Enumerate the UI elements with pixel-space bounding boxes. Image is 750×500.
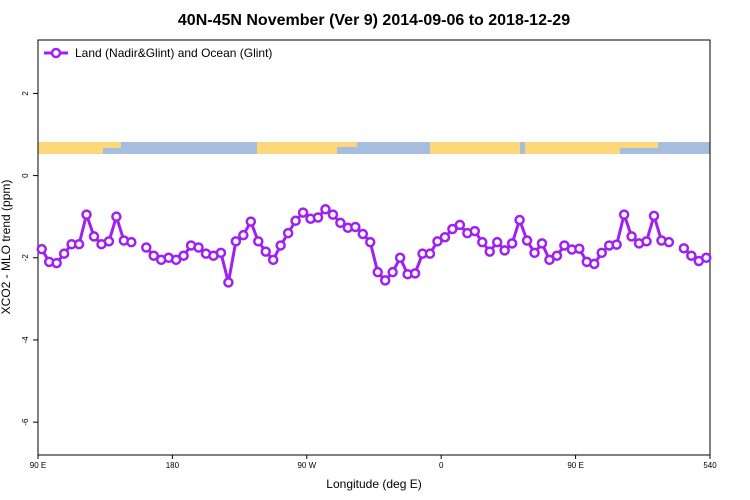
chart-title: 40N-45N November (Ver 9) 2014-09-06 to 2…: [178, 12, 570, 29]
data-point: [387, 266, 398, 278]
data-point: [178, 250, 189, 261]
x-axis-label: Longitude (deg E): [326, 477, 421, 491]
data-point: [103, 236, 115, 247]
data-point: [267, 254, 279, 266]
land-ocean-strip: [38, 142, 710, 154]
data-point: [223, 277, 234, 288]
data-point: [170, 254, 182, 266]
data-point: [36, 243, 47, 255]
y-tick-label: 0: [21, 173, 30, 178]
data-point: [141, 242, 152, 253]
data-point: [238, 229, 249, 241]
data-point: [477, 236, 488, 248]
data-point: [193, 242, 204, 253]
data-point: [589, 258, 600, 270]
legend-label: Land (Nadir&Glint) and Ocean (Glint): [75, 46, 272, 60]
y-tick-label: -4: [21, 336, 30, 344]
data-point: [439, 231, 451, 243]
data-point: [327, 209, 339, 220]
data-point: [88, 231, 100, 242]
data-point: [215, 247, 227, 259]
data-point: [596, 247, 607, 259]
data-point: [335, 217, 346, 229]
data-point: [499, 245, 510, 256]
x-tick-label: 540: [703, 461, 717, 470]
data-point: [357, 228, 369, 240]
data-point: [409, 268, 421, 279]
data-point: [245, 216, 257, 227]
data-point: [230, 236, 242, 247]
y-axis-label: XCO2 - MLO trend (ppm): [0, 180, 13, 315]
data-point: [148, 250, 159, 261]
y-tick-label: 2: [21, 91, 30, 96]
x-tick-label: 90 E: [30, 461, 46, 470]
x-tick-label: 90 E: [567, 461, 583, 470]
data-point: [81, 209, 92, 220]
data-point: [529, 247, 540, 259]
data-point: [312, 212, 324, 223]
data-point: [544, 254, 555, 266]
data-point: [275, 240, 286, 251]
data-point: [521, 235, 533, 246]
data-point: [424, 248, 436, 259]
data-point: [58, 248, 70, 259]
data-point: [491, 236, 503, 248]
data-point: [536, 238, 548, 249]
data-point: [641, 236, 652, 247]
data-point: [484, 246, 495, 257]
data-point: [394, 252, 406, 264]
data-point: [551, 250, 563, 261]
data-point: [290, 215, 301, 227]
data-point: [559, 240, 570, 251]
data-point: [648, 210, 660, 222]
data-point: [282, 227, 294, 239]
x-tick-label: 0: [439, 461, 444, 470]
data-point: [297, 207, 309, 218]
data-point: [320, 204, 331, 215]
data-point: [73, 238, 85, 250]
data-point: [447, 223, 458, 235]
data-point: [365, 236, 376, 248]
data-point: [350, 221, 361, 233]
x-tick-label: 180: [166, 461, 180, 470]
data-point: [686, 250, 697, 261]
data-point: [469, 225, 481, 237]
data-point: [611, 239, 622, 250]
data-point: [701, 252, 712, 264]
legend-marker: [50, 47, 62, 59]
data-point: [432, 236, 443, 247]
data-point: [574, 243, 585, 254]
data-point: [454, 219, 466, 231]
x-tick-label: 90 W: [297, 461, 316, 470]
data-point: [506, 238, 518, 249]
data-point: [111, 211, 122, 222]
data-point: [678, 243, 690, 254]
y-tick-label: -6: [21, 418, 30, 426]
data-point: [514, 214, 525, 226]
data-point: [626, 231, 637, 242]
data-point: [618, 209, 630, 220]
data-point: [126, 236, 137, 248]
data-point: [260, 246, 271, 257]
data-point: [663, 236, 675, 248]
y-tick-label: -2: [21, 254, 30, 262]
data-point: [253, 236, 264, 247]
data-point: [51, 257, 62, 269]
data-point: [372, 266, 383, 278]
data-point: [379, 275, 391, 286]
